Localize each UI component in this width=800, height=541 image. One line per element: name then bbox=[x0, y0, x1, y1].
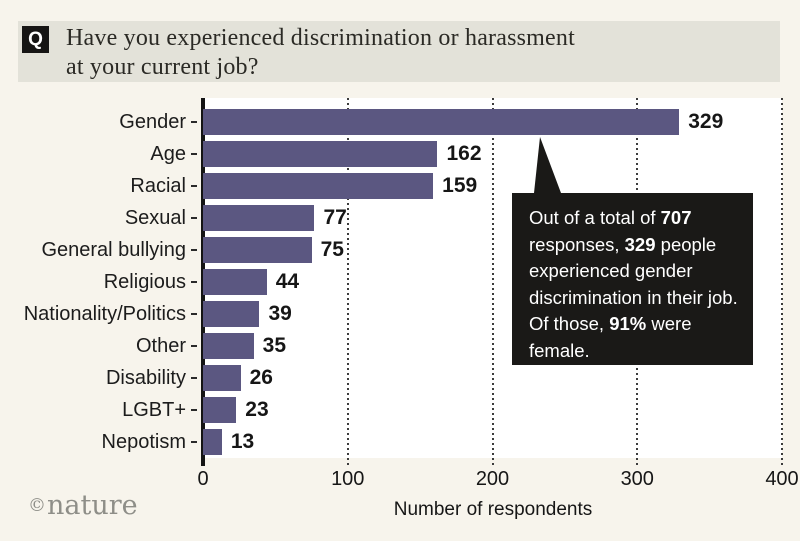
category-label-gender: Gender bbox=[0, 106, 197, 138]
callout-pointer-icon bbox=[534, 137, 561, 193]
callout-text: were female. bbox=[529, 313, 692, 361]
bar-value-label: 162 bbox=[446, 142, 482, 165]
bar-age bbox=[203, 141, 438, 167]
bar-racial bbox=[203, 173, 434, 199]
category-label-other: Other bbox=[0, 330, 197, 362]
bar-row-racial: 159 bbox=[203, 170, 782, 202]
question-line-1: Have you experienced discrimination or h… bbox=[66, 25, 575, 51]
x-tick-label-0: 0 bbox=[197, 468, 209, 490]
bar-row-nationality-politics: 39 bbox=[203, 298, 782, 330]
category-labels: Gender Age Racial Sexual General bullying Rel… bbox=[0, 106, 197, 458]
category-label-nepotism: Nepotism bbox=[0, 426, 197, 458]
bar-value-label: 329 bbox=[688, 110, 724, 133]
callout-text: Out of a total of bbox=[529, 207, 661, 228]
category-label-text: Sexual bbox=[124, 206, 186, 229]
category-tick-icon bbox=[191, 441, 197, 443]
bar-row-age: 162 bbox=[203, 138, 782, 170]
x-tick-label-100: 100 bbox=[331, 468, 365, 490]
copyright-icon: © bbox=[28, 495, 46, 516]
category-tick-icon bbox=[191, 249, 197, 251]
bar-nepotism bbox=[203, 429, 222, 455]
bar-row-religious: 44 bbox=[203, 266, 782, 298]
bar-row-lgbt: 23 bbox=[203, 394, 782, 426]
category-label-text: Religious bbox=[103, 270, 186, 293]
bar-value-label: 77 bbox=[323, 206, 347, 229]
bar-row-other: 35 bbox=[203, 330, 782, 362]
question-text: Have you experienced discrimination or h… bbox=[66, 24, 575, 82]
question-header-band: Q Have you experienced discrimination or… bbox=[18, 21, 780, 82]
category-label-text: Gender bbox=[119, 110, 186, 133]
gridline-100 bbox=[346, 98, 349, 466]
gridline-400 bbox=[781, 98, 783, 466]
category-label-text: Nationality/Politics bbox=[23, 302, 186, 325]
bar-row-nepotism: 13 bbox=[203, 426, 782, 458]
category-tick-icon bbox=[191, 409, 197, 411]
callout-highlight: 91% bbox=[609, 313, 647, 334]
callout-highlight: 707 bbox=[660, 207, 692, 228]
x-tick-label-400: 400 bbox=[765, 468, 799, 490]
bar-value-label: 159 bbox=[442, 174, 478, 197]
bar-value-label: 26 bbox=[249, 366, 273, 389]
category-label-religious: Religious bbox=[0, 266, 197, 298]
bar-value-label: 75 bbox=[320, 238, 344, 261]
category-label-age: Age bbox=[0, 138, 197, 170]
category-label-nationality-politics: Nationality/Politics bbox=[0, 298, 197, 330]
gridline-200 bbox=[491, 98, 494, 466]
category-label-racial: Racial bbox=[0, 170, 197, 202]
nature-logo-text: nature bbox=[47, 490, 138, 521]
x-axis-title: Number of respondents bbox=[393, 499, 593, 520]
bar-value-label: 13 bbox=[230, 430, 255, 453]
x-tick-label-300: 300 bbox=[620, 468, 654, 490]
bar-disability bbox=[203, 365, 241, 391]
category-label-text: Racial bbox=[130, 174, 186, 197]
category-tick-icon bbox=[191, 121, 197, 123]
category-label-disability: Disability bbox=[0, 362, 197, 394]
bar-row-gender: 329 bbox=[203, 106, 782, 138]
category-label-text: General bullying bbox=[41, 238, 186, 261]
category-label-general-bullying: General bullying bbox=[0, 234, 197, 266]
category-label-sexual: Sexual bbox=[0, 202, 197, 234]
bar-row-sexual: 77 bbox=[203, 202, 782, 234]
bar-religious bbox=[203, 269, 267, 295]
bar-value-label: 35 bbox=[262, 334, 287, 357]
category-tick-icon bbox=[191, 217, 197, 219]
bars-layer: 329 162 159 77 75 44 39 35 26 23 13 bbox=[203, 106, 782, 458]
nature-logo: ©nature bbox=[28, 490, 138, 521]
bar-value-label: 44 bbox=[275, 270, 300, 293]
bar-other bbox=[203, 333, 254, 359]
bar-sexual bbox=[203, 205, 315, 231]
bar-general-bullying bbox=[203, 237, 312, 263]
category-label-text: Disability bbox=[105, 366, 186, 389]
bar-lgbt bbox=[203, 397, 237, 423]
category-label-text: LGBT+ bbox=[122, 398, 186, 421]
x-tick-label-200: 200 bbox=[475, 468, 510, 490]
category-tick-icon bbox=[191, 185, 197, 187]
category-tick-icon bbox=[191, 377, 197, 379]
category-label-text: Nepotism bbox=[101, 430, 186, 453]
bar-row-general-bullying: 75 bbox=[203, 234, 782, 266]
callout-highlight: 329 bbox=[624, 233, 656, 255]
category-label-text: Other bbox=[135, 334, 186, 357]
category-label-lgbt: LGBT+ bbox=[0, 394, 197, 426]
category-tick-icon bbox=[191, 345, 197, 347]
category-tick-icon bbox=[191, 313, 197, 315]
bar-value-label: 39 bbox=[268, 302, 292, 325]
callout-text: responses, bbox=[529, 233, 625, 255]
category-label-text: Age bbox=[150, 142, 186, 165]
bar-gender bbox=[203, 109, 680, 135]
callout-text: people experienced gender discrimination… bbox=[529, 233, 738, 335]
bar-row-disability: 26 bbox=[203, 362, 782, 394]
category-tick-icon bbox=[191, 281, 197, 283]
question-badge: Q bbox=[22, 26, 49, 53]
bar-nationality-politics bbox=[203, 301, 260, 327]
question-line-2: at your current job? bbox=[66, 54, 259, 80]
callout-annotation: Out of a total of 707 responses, 329 peo… bbox=[512, 193, 753, 365]
bar-value-label: 23 bbox=[245, 398, 269, 421]
category-tick-icon bbox=[191, 153, 197, 155]
